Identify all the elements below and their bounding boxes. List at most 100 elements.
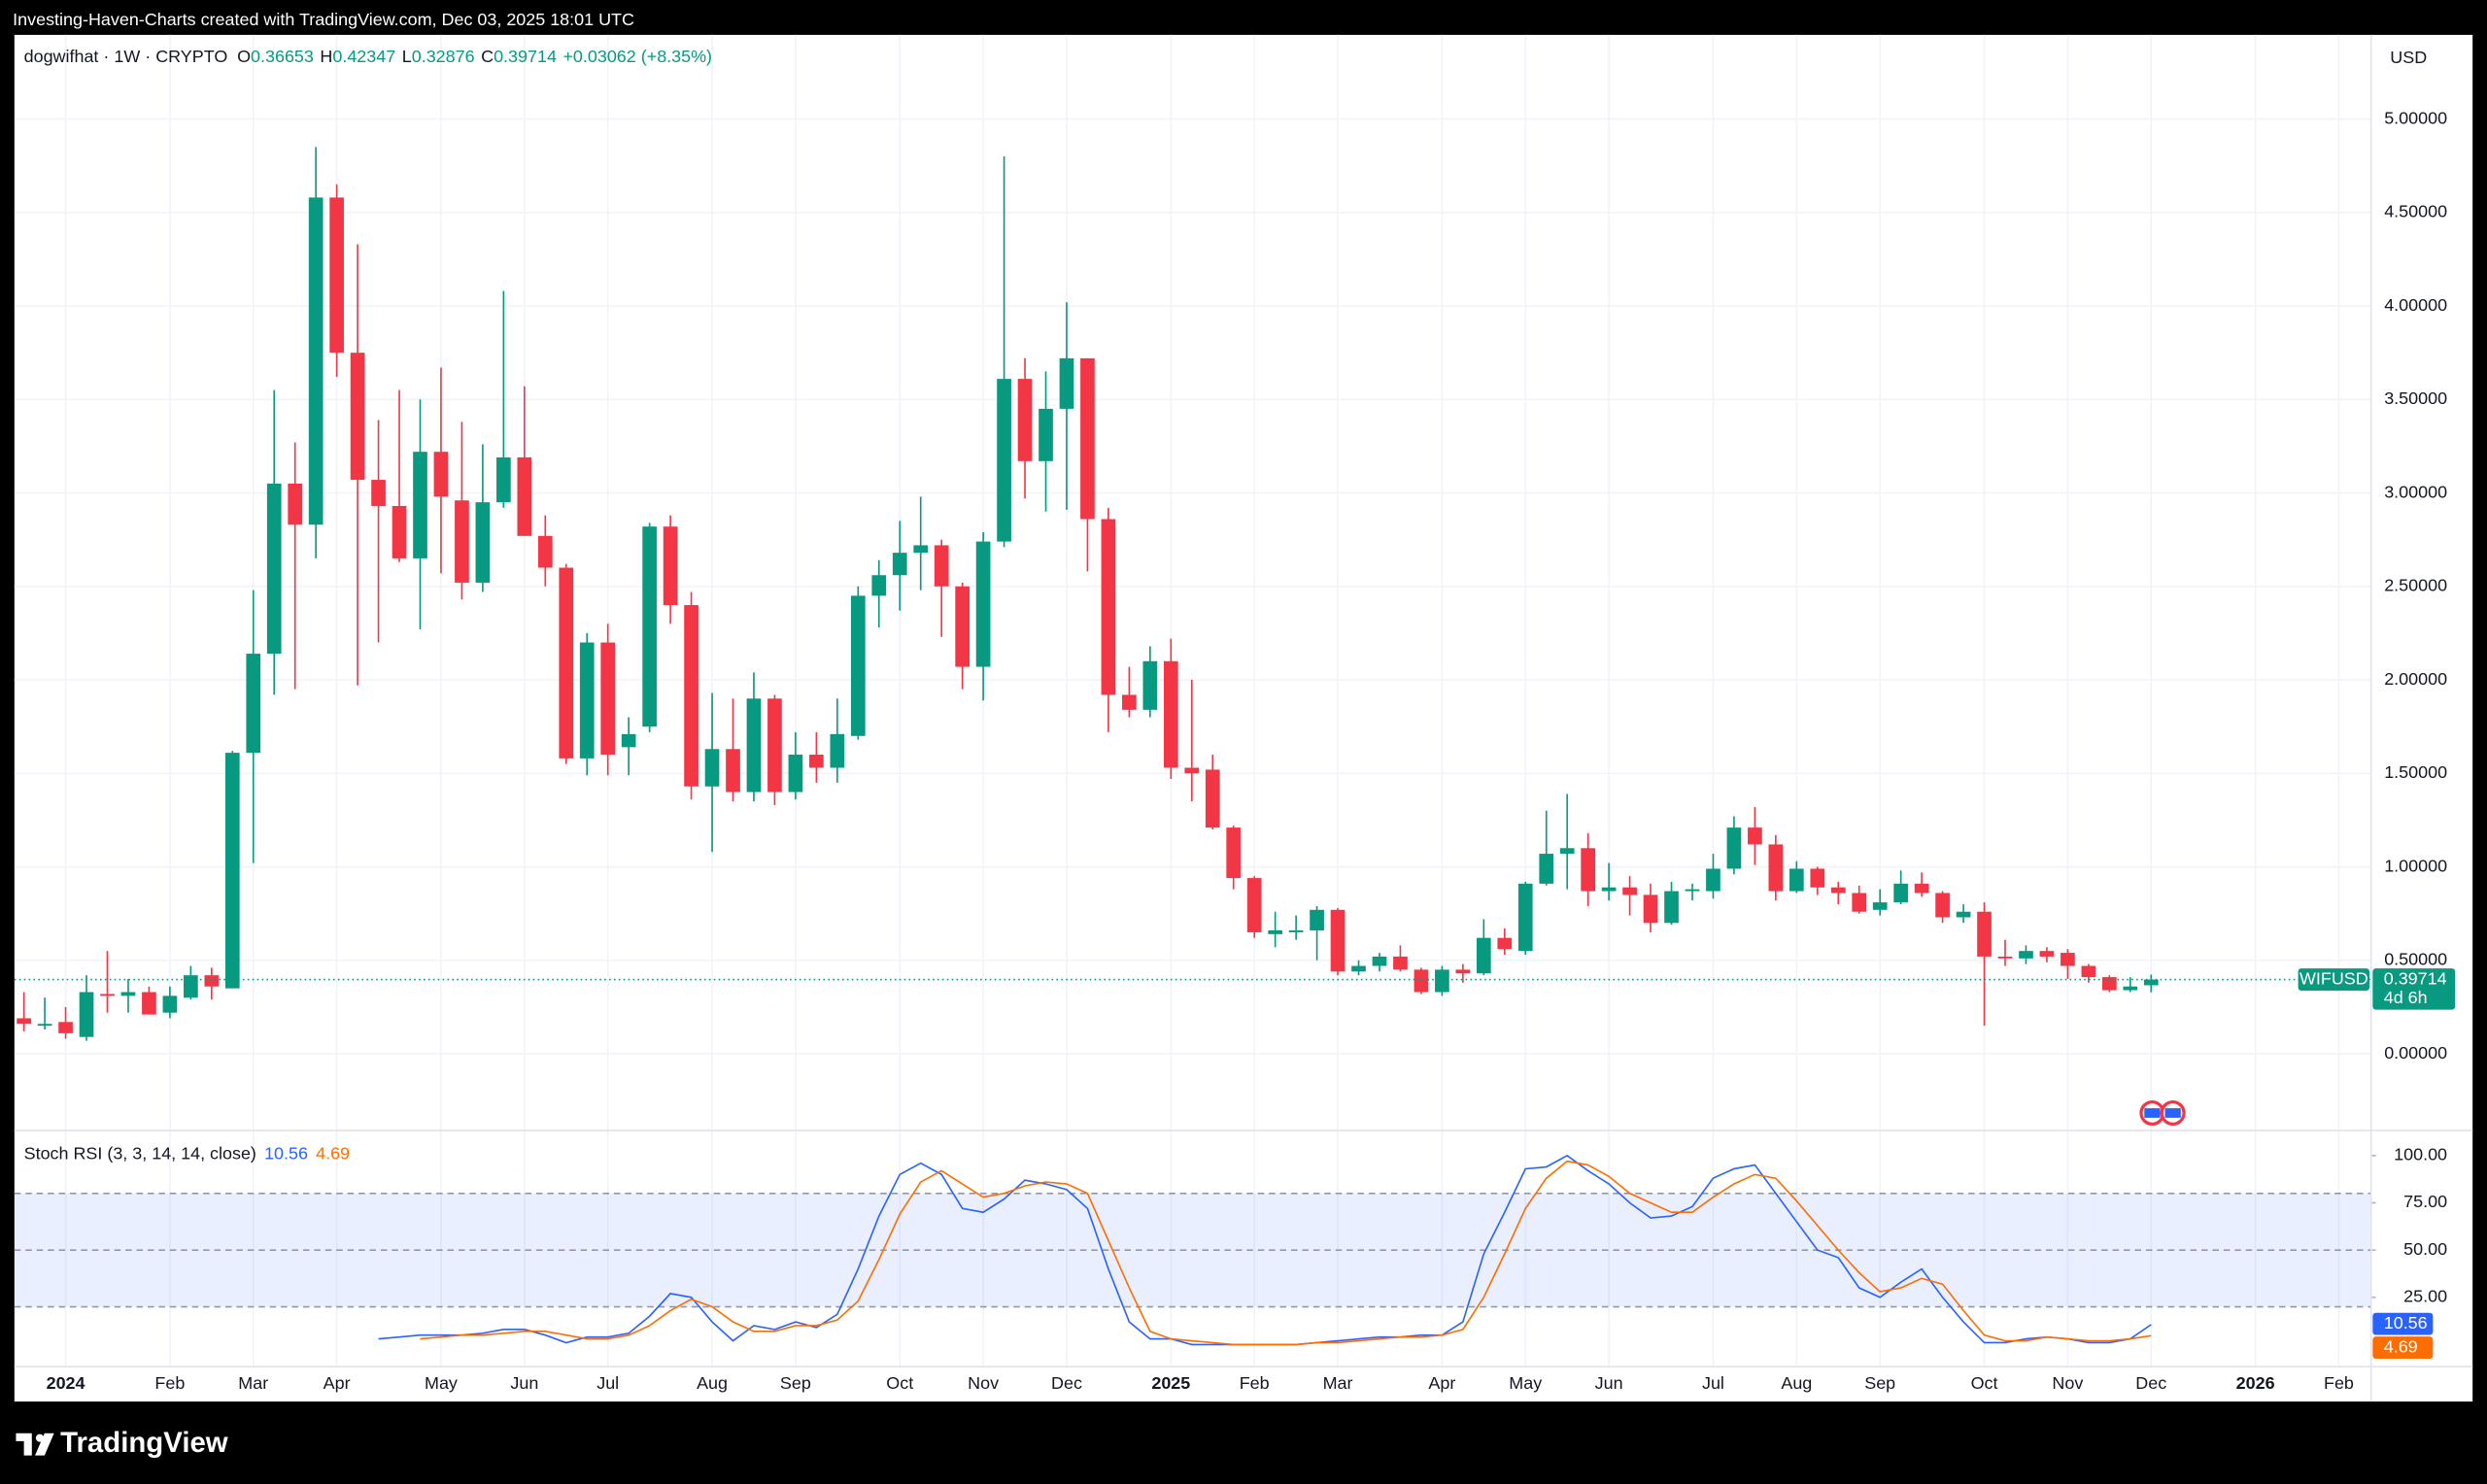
candle-body	[1039, 408, 1053, 461]
candle-body	[913, 545, 929, 554]
value-tag-label: 4.69	[2384, 1336, 2418, 1356]
symbol-tag-label: WIFUSD	[2300, 968, 2368, 988]
x-tick-label: 2025	[1151, 1373, 1190, 1393]
candle-body	[1330, 909, 1346, 972]
event-icon-flag	[2164, 1108, 2181, 1118]
y-tick-label: 4.50000	[2384, 202, 2447, 221]
candle-body	[142, 992, 156, 1015]
candle-body	[517, 456, 532, 536]
candle-body	[1768, 844, 1784, 892]
x-tick-label: Dec	[2135, 1373, 2166, 1393]
symbol-tag	[2298, 968, 2370, 992]
x-tick-label: Jun	[1595, 1373, 1623, 1393]
stoch-legend: Stoch RSI (3, 3, 14, 14, close) 10.56 4.69	[24, 1143, 350, 1163]
price-tag	[2372, 968, 2456, 1010]
attribution: Investing-Haven-Charts created with Trad…	[13, 10, 634, 29]
candle-body	[621, 733, 636, 748]
candle-body	[1414, 969, 1429, 993]
ohlc-label: C	[481, 47, 494, 66]
x-tick-label: Apr	[324, 1373, 351, 1393]
value-tag-label: 10.56	[2384, 1313, 2428, 1332]
candle-body	[767, 698, 782, 793]
x-tick-label: Feb	[154, 1373, 185, 1393]
d-value: 4.69	[316, 1143, 350, 1163]
ohlc-label: O	[237, 47, 251, 66]
candle-body	[329, 197, 344, 354]
candle-body	[1830, 887, 1846, 894]
candle-body	[1435, 969, 1449, 993]
x-tick-label: Oct	[886, 1373, 913, 1393]
candle-body	[288, 483, 303, 525]
candle-body	[1581, 848, 1596, 892]
logo-dot	[35, 1433, 45, 1442]
flag-icons	[2139, 1099, 2186, 1127]
x-tick-label: Feb	[2324, 1373, 2354, 1393]
candle-body	[1997, 956, 2013, 959]
price-tag-label: 0.39714	[2384, 968, 2447, 988]
candle-body	[433, 452, 449, 497]
candle-body	[1664, 891, 1679, 924]
candle-body	[2143, 979, 2159, 986]
candle-body	[559, 567, 574, 759]
k-value: 10.56	[264, 1143, 308, 1163]
candle-body	[413, 452, 427, 558]
y-tick-label: 0.50000	[2384, 950, 2447, 969]
candle-body	[934, 545, 949, 587]
candle-body	[1685, 889, 1700, 892]
candle-body	[1789, 868, 1804, 892]
candle-body	[830, 733, 845, 768]
x-tick-label: 2024	[47, 1373, 85, 1393]
candle-body	[850, 595, 866, 736]
candle-body	[1205, 769, 1220, 828]
candle-body	[1184, 767, 1200, 774]
candle-body	[726, 749, 740, 793]
candle-body	[184, 975, 198, 998]
value-tag	[2372, 1312, 2434, 1335]
candle-body	[37, 1024, 52, 1027]
x-tick-label: Dec	[1051, 1373, 1082, 1393]
candle-body	[1810, 868, 1825, 888]
y-tick-label: 25.00	[2403, 1287, 2447, 1306]
candle-body	[1101, 519, 1116, 695]
x-tick-label: Jul	[596, 1373, 619, 1393]
candle-body	[1246, 878, 1262, 932]
candle-body	[79, 992, 94, 1037]
candle-body	[1517, 883, 1533, 952]
x-tick-label: May	[1509, 1373, 1542, 1393]
candle-body	[371, 480, 386, 507]
x-tick-label: Sep	[1864, 1373, 1895, 1393]
y-tick-label: 0.00000	[2384, 1043, 2447, 1062]
candle-body	[537, 535, 553, 568]
candle-body	[1872, 902, 1888, 910]
candle-body	[600, 642, 616, 756]
candle-body	[2081, 965, 2096, 978]
indicator-title: Stoch RSI (3, 3, 14, 14, close)	[24, 1143, 256, 1163]
candle-body	[58, 1022, 73, 1033]
candle-body	[1059, 357, 1074, 409]
candle-body	[1080, 357, 1095, 520]
change-value: +0.03062 (+8.35%)	[562, 47, 712, 66]
candle-body	[642, 526, 657, 727]
x-tick-label: May	[425, 1373, 458, 1393]
candle-body	[1288, 929, 1304, 932]
candle-body	[1748, 827, 1762, 845]
candle-body	[2061, 953, 2075, 966]
y-tick-label: 50.00	[2403, 1239, 2447, 1259]
high-value: 0.42347	[332, 47, 395, 66]
candle-body	[350, 353, 365, 481]
candle-body	[1643, 894, 1658, 924]
x-tick-label: Mar	[238, 1373, 268, 1393]
y-tick-label: 1.50000	[2384, 762, 2447, 782]
legend: dogwifhat · 1W · CRYPTO O0.36653 H0.42347 L…	[24, 47, 712, 66]
candle-body	[1163, 660, 1178, 768]
candle-body	[1935, 893, 1950, 918]
candle-body	[455, 500, 469, 583]
candle-body	[892, 553, 907, 576]
indicator-line	[420, 1160, 2152, 1346]
y-tick-label: 2.00000	[2384, 669, 2447, 689]
x-tick-label: Sep	[780, 1373, 811, 1393]
brand-name: TradingView	[60, 1427, 228, 1459]
candle-body	[308, 197, 324, 525]
candle-body	[2039, 951, 2055, 957]
